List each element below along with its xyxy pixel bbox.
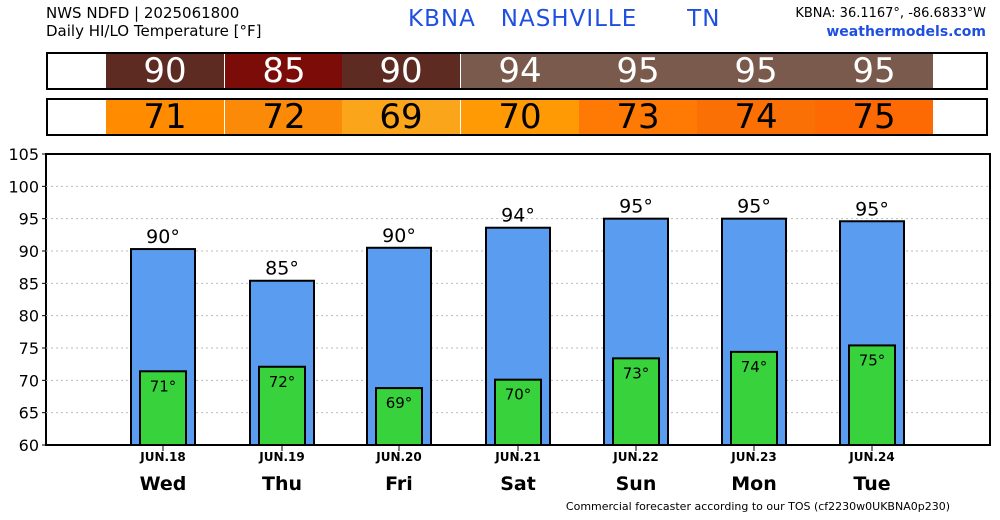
- hi-cell: 90: [106, 54, 224, 88]
- low-bar: [494, 378, 542, 447]
- low-bar: [730, 350, 778, 447]
- low-bar: [139, 370, 187, 446]
- hi-cell: 94: [461, 54, 579, 88]
- high-value-label: 85°: [265, 258, 299, 280]
- date-label: JUN.22: [612, 450, 659, 464]
- low-value-label: 75°: [859, 351, 886, 369]
- lo-cell: 71: [106, 100, 224, 134]
- y-tick-label: 100: [8, 177, 39, 196]
- location-title: KBNA NASHVILLE TN: [408, 6, 720, 32]
- day-label: Sat: [500, 473, 536, 495]
- high-value-label: 95°: [619, 196, 653, 218]
- header-left: NWS NDFD | 2025061800 Daily HI/LO Temper…: [46, 4, 262, 40]
- city-name: NASHVILLE: [500, 6, 638, 32]
- high-value-label: 95°: [737, 196, 771, 218]
- state-code: TN: [687, 6, 721, 32]
- low-bar: [375, 387, 423, 446]
- date-label: JUN.20: [375, 450, 422, 464]
- hi-cell: 95: [579, 54, 697, 88]
- low-value-label: 73°: [623, 364, 650, 382]
- day-label: Wed: [140, 473, 187, 495]
- product-line: NWS NDFD | 2025061800: [46, 4, 240, 22]
- day-label: Sun: [616, 473, 657, 495]
- high-value-label: 90°: [382, 225, 416, 247]
- lo-cell: 69: [342, 100, 460, 134]
- y-tick-label: 75: [19, 339, 39, 358]
- low-value-label: 72°: [269, 373, 296, 391]
- hi-cell: 95: [815, 54, 933, 88]
- y-tick-label: 90: [19, 242, 39, 261]
- hi-cell: 85: [225, 54, 343, 88]
- day-label: Fri: [385, 473, 413, 495]
- y-tick-label: 65: [19, 404, 39, 423]
- date-label: JUN.23: [730, 450, 777, 464]
- y-tick-label: 60: [19, 436, 39, 455]
- y-tick-label: 70: [19, 371, 39, 390]
- date-label: JUN.18: [139, 450, 186, 464]
- low-temp-strip: 71 72 69 70 73 74 75: [46, 98, 988, 136]
- lo-cell: 72: [225, 100, 343, 134]
- day-label: Mon: [731, 473, 777, 495]
- low-value-label: 70°: [505, 386, 532, 404]
- lo-cell: 70: [461, 100, 579, 134]
- lo-cell: 74: [697, 100, 815, 134]
- site-link[interactable]: weathermodels.com: [826, 24, 986, 40]
- high-temp-strip: 90 85 90 94 95 95 95: [46, 52, 988, 90]
- footer-note: Commercial forecaster according to our T…: [565, 500, 950, 513]
- high-value-label: 90°: [146, 226, 180, 248]
- low-value-label: 74°: [741, 358, 768, 376]
- station-coords: KBNA: 36.1167°, -86.6833°W: [795, 6, 986, 21]
- date-label: JUN.19: [258, 450, 305, 464]
- date-label: JUN.21: [494, 450, 541, 464]
- hi-cell: 95: [697, 54, 815, 88]
- lo-cell: 73: [579, 100, 697, 134]
- date-label: JUN.24: [848, 450, 895, 464]
- lo-cell: 75: [815, 100, 933, 134]
- low-bar: [258, 365, 306, 446]
- low-value-label: 71°: [150, 377, 177, 395]
- day-label: Thu: [262, 473, 302, 495]
- y-tick-label: 80: [19, 307, 39, 326]
- station-code: KBNA: [408, 6, 476, 32]
- y-tick-label: 95: [19, 210, 39, 229]
- y-tick-label: 105: [8, 145, 39, 164]
- day-label: Tue: [853, 473, 890, 495]
- header-right: KBNA: 36.1167°, -86.6833°W weathermodels…: [795, 5, 986, 41]
- high-value-label: 94°: [501, 205, 535, 227]
- hi-cell: 90: [342, 54, 460, 88]
- variable-line: Daily HI/LO Temperature [°F]: [46, 22, 262, 40]
- low-bar: [848, 344, 896, 446]
- high-value-label: 95°: [855, 198, 889, 220]
- low-value-label: 69°: [386, 394, 413, 412]
- low-bar: [612, 357, 660, 447]
- y-tick-label: 85: [19, 274, 39, 293]
